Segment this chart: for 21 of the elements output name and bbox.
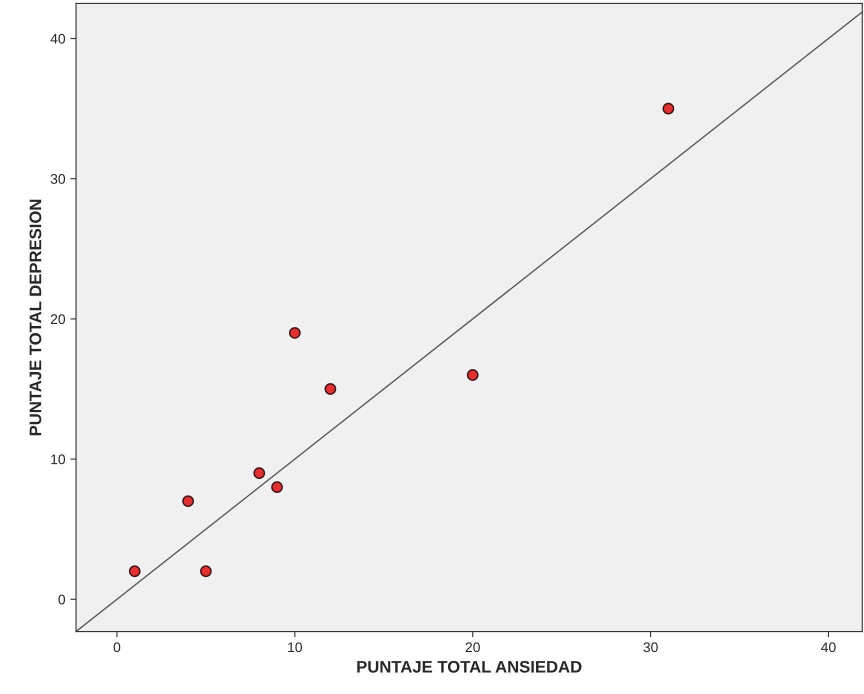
y-tick-label: 0 — [58, 594, 66, 604]
point — [182, 495, 194, 508]
point — [253, 467, 266, 479]
point — [288, 327, 301, 339]
y-tick-label: 40 — [50, 34, 66, 44]
x-tick-label: 10 — [288, 642, 302, 652]
point — [662, 102, 674, 114]
point — [271, 481, 283, 493]
x-tick-label: 40 — [821, 642, 836, 652]
y-tick-label: 30 — [50, 174, 66, 184]
x-tick-label: 20 — [466, 642, 480, 652]
x-tick-label: 0 — [114, 642, 120, 652]
y-tick-label: 10 — [51, 454, 66, 464]
point — [324, 383, 336, 395]
point — [128, 565, 141, 578]
y-tick-label: 20 — [50, 314, 66, 324]
point — [200, 565, 212, 578]
x-axis-title: PUNTAJE TOTAL ANSIEDAD — [357, 660, 582, 673]
x-tick-label: 30 — [643, 642, 658, 652]
y-axis-title: PUNTAJE TOTAL DEPRESION — [30, 200, 42, 436]
point — [466, 369, 479, 381]
